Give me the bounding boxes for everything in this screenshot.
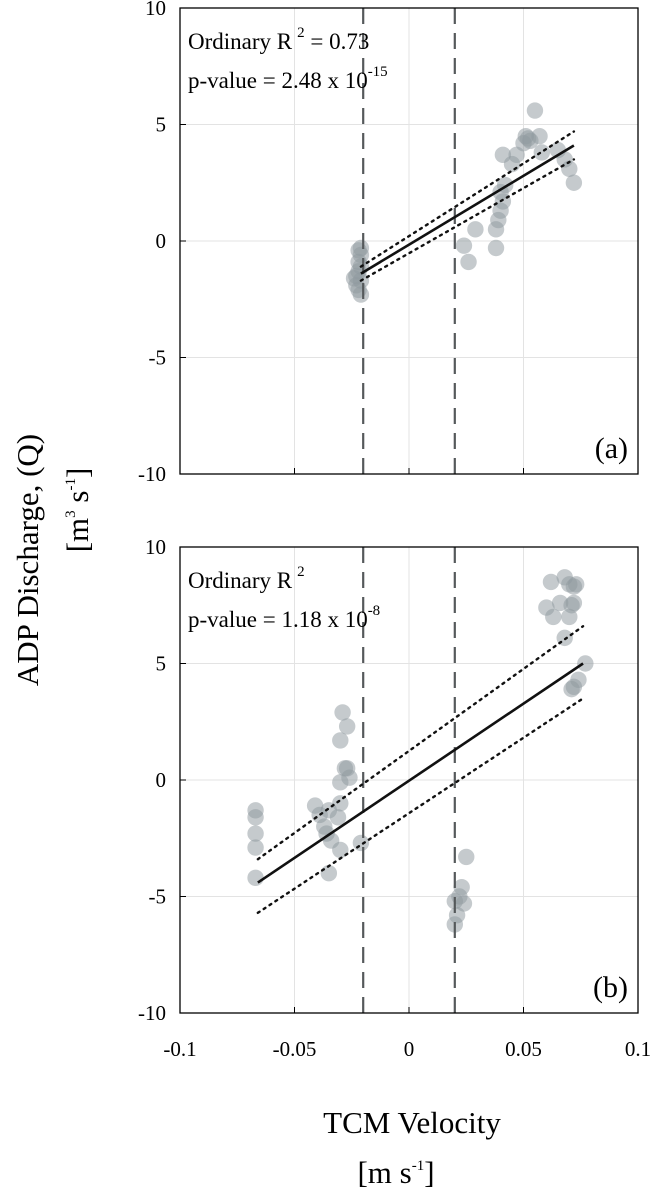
data-point xyxy=(526,102,544,119)
data-point xyxy=(561,160,578,177)
x-axis-units: [m s-1] xyxy=(357,1155,434,1190)
data-point xyxy=(565,594,583,612)
y-axis-label: ADP Discharge, (Q) xyxy=(10,434,45,686)
panel-b: -10 -5 0 5 10 -0.1 -0.05 0 0.05 0.1 Ordinary R 2 p-v… xyxy=(138,535,651,1061)
annotation-p-value: p-value = 2.48 x 10-15 xyxy=(188,64,388,93)
data-point xyxy=(332,841,349,859)
data-point xyxy=(531,127,548,145)
x-tick-label: 0.1 xyxy=(625,1037,651,1061)
data-point xyxy=(247,839,264,856)
y-tick-label: -5 xyxy=(149,346,167,370)
y-tick-label: 0 xyxy=(156,229,167,253)
x-tick-label: 0.05 xyxy=(505,1037,542,1061)
data-point xyxy=(338,718,356,735)
data-point xyxy=(332,795,349,812)
data-point xyxy=(320,865,338,882)
data-point xyxy=(467,221,484,238)
y-tick-label: -10 xyxy=(138,1001,166,1025)
y-tick-label: -5 xyxy=(149,885,167,909)
data-point xyxy=(533,144,551,161)
data-point xyxy=(487,239,505,257)
y-tick-label: -10 xyxy=(138,462,166,486)
x-tick-label: 0 xyxy=(404,1037,415,1061)
data-point xyxy=(565,174,583,191)
confidence-bound-upper xyxy=(359,130,576,268)
confidence-bound-lower xyxy=(256,697,585,915)
y-tick-label: 5 xyxy=(156,113,167,137)
data-point xyxy=(455,237,473,254)
annotation-p-value: p-value = 1.18 x 10-8 xyxy=(188,603,380,632)
data-point xyxy=(567,576,585,593)
panel-label: (a) xyxy=(595,432,628,465)
y-tick-label: 5 xyxy=(156,652,167,676)
regression-line xyxy=(257,662,584,884)
data-point xyxy=(329,809,347,826)
data-point xyxy=(332,732,349,749)
data-point xyxy=(542,573,560,591)
regression-line xyxy=(360,144,575,275)
confidence-bound-lower xyxy=(359,158,576,282)
x-tick-label: -0.05 xyxy=(273,1037,317,1061)
data-point xyxy=(247,825,264,842)
data-point xyxy=(570,671,587,689)
data-point xyxy=(352,286,370,303)
data-point xyxy=(455,895,473,912)
x-tick-label: -0.1 xyxy=(163,1037,196,1061)
data-point xyxy=(334,704,351,721)
data-point xyxy=(341,769,358,786)
data-point xyxy=(247,869,264,887)
y-tick-label: 10 xyxy=(145,535,166,559)
data-point xyxy=(460,253,477,271)
data-point xyxy=(453,878,470,896)
data-point xyxy=(247,809,264,826)
data-point xyxy=(577,655,594,672)
x-axis-label: TCM Velocity xyxy=(323,1105,501,1140)
data-point xyxy=(352,834,370,852)
y-tick-label: 10 xyxy=(145,0,166,20)
data-point xyxy=(458,848,475,866)
y-tick-label: 0 xyxy=(156,768,167,792)
data-point xyxy=(545,608,562,626)
y-axis-units: [m3 s-1] xyxy=(60,468,95,553)
panel-label: (b) xyxy=(593,971,628,1004)
data-point xyxy=(517,127,534,145)
data-point xyxy=(352,239,370,257)
data-point xyxy=(345,270,363,287)
